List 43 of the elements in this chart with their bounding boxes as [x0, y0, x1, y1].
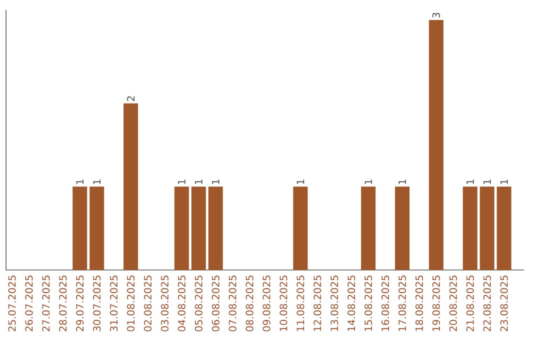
x-tick-label: 16.08.2025 — [381, 276, 390, 331]
data-label: 1 — [195, 180, 202, 184]
data-label: 1 — [500, 180, 508, 184]
x-tick-label: 08.08.2025 — [246, 276, 254, 332]
data-label: 1 — [483, 180, 491, 184]
x-tick-label: 18.08.2025 — [415, 276, 423, 331]
x-tick-label: 05.08.2025 — [194, 276, 202, 332]
data-label: 3 — [432, 12, 440, 18]
data-label: 1 — [212, 180, 220, 184]
x-tick-label: 23.08.2025 — [500, 276, 508, 332]
data-label: 1 — [178, 180, 186, 184]
x-tick-label: 10.08.2025 — [280, 276, 288, 331]
x-tick-label: 29.07.2025 — [76, 276, 84, 332]
x-tick-label: 31.07.2025 — [110, 276, 118, 332]
x-tick-label: 30.07.2025 — [93, 276, 101, 332]
x-tick-label: 17.08.2025 — [398, 276, 406, 331]
x-tick-label: 27.07.2025 — [42, 276, 50, 332]
x-tick-label: 25.07.2025 — [8, 276, 16, 332]
data-label: 1 — [296, 180, 304, 184]
x-tick-label: 02.08.2025 — [144, 276, 152, 332]
x-tick-label: 11.08.2025 — [296, 276, 304, 331]
x-tick-label: 20.08.2025 — [449, 276, 457, 332]
x-tick-label: 19.08.2025 — [432, 276, 440, 331]
data-label: 1 — [398, 180, 406, 184]
x-tick-label: 22.08.2025 — [483, 276, 491, 332]
data-label: 1 — [76, 180, 84, 184]
x-tick-label: 26.07.2025 — [25, 276, 33, 332]
x-tick-label: 13.08.2025 — [330, 276, 338, 331]
x-tick-label: 15.08.2025 — [364, 276, 372, 331]
data-label: 2 — [127, 96, 134, 101]
x-tick-label: 21.08.2025 — [466, 276, 474, 332]
x-tick-label: 07.08.2025 — [228, 276, 236, 332]
x-tick-label: 28.07.2025 — [59, 276, 67, 332]
x-tick-label: 01.08.2025 — [126, 276, 135, 332]
data-label: 1 — [364, 180, 372, 184]
x-tick-label: 14.08.2025 — [348, 276, 356, 331]
x-tick-label: 12.08.2025 — [314, 276, 322, 331]
x-tick-label: 03.08.2025 — [160, 276, 168, 332]
data-label: 1 — [93, 180, 100, 184]
x-tick-label: 09.08.2025 — [262, 276, 270, 332]
x-tick-label: 04.08.2025 — [178, 276, 186, 332]
x-tick-label: 06.08.2025 — [212, 276, 220, 332]
data-label: 1 — [466, 180, 474, 184]
